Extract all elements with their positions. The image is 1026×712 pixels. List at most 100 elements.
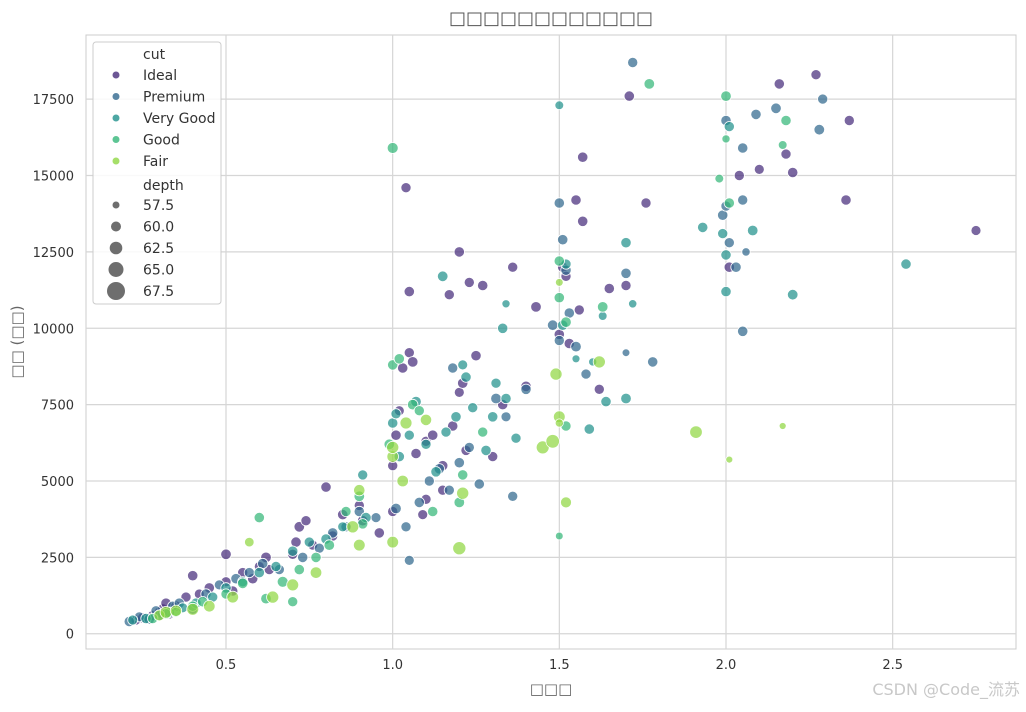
data-point — [554, 278, 564, 287]
data-point — [689, 425, 703, 439]
data-point — [413, 405, 425, 417]
legend-size-marker — [111, 221, 121, 232]
data-point — [547, 319, 559, 331]
chart-title: □□□□□□□□□□□□ — [449, 8, 653, 29]
data-point — [293, 563, 305, 576]
data-point — [443, 484, 455, 496]
data-point — [487, 411, 499, 423]
data-point — [313, 542, 325, 554]
data-point — [507, 490, 519, 502]
data-point — [253, 566, 265, 579]
y-tick-label: 15000 — [33, 170, 74, 185]
legend-hue-label: Good — [143, 133, 180, 149]
data-point — [386, 142, 399, 154]
y-tick-label: 10000 — [33, 322, 74, 337]
data-point — [390, 408, 402, 420]
data-point — [725, 455, 734, 464]
data-point — [226, 590, 240, 604]
data-point — [407, 356, 419, 368]
data-point — [417, 509, 429, 520]
data-point — [427, 429, 439, 441]
data-point — [303, 536, 315, 548]
data-point — [730, 261, 742, 273]
y-tick-label: 7500 — [41, 399, 74, 414]
data-point — [697, 221, 709, 233]
legend-hue-label: Very Good — [143, 111, 215, 127]
data-point — [220, 548, 232, 561]
data-point — [400, 182, 412, 194]
data-point — [453, 386, 465, 398]
data-point — [510, 432, 522, 444]
data-point — [287, 545, 299, 557]
data-point — [353, 484, 366, 497]
data-point — [787, 166, 799, 179]
data-point — [628, 299, 638, 309]
data-point — [270, 561, 282, 573]
data-point — [399, 416, 413, 430]
data-point — [403, 555, 415, 566]
data-point — [457, 469, 469, 481]
data-point — [413, 496, 425, 508]
x-tick-label: 0.5 — [216, 658, 237, 673]
watermark-text: CSDN @Code_流苏 — [872, 680, 1020, 699]
data-point — [187, 570, 199, 582]
legend-size-label: 65.0 — [143, 263, 174, 279]
data-point — [463, 276, 475, 288]
data-point — [500, 392, 512, 405]
data-point — [403, 429, 415, 441]
data-point — [286, 578, 300, 592]
data-point — [620, 267, 632, 279]
data-point — [549, 367, 563, 381]
data-point — [723, 197, 735, 209]
x-tick-label: 1.0 — [382, 658, 403, 673]
data-point — [410, 447, 422, 460]
data-point — [840, 194, 852, 206]
data-point — [390, 502, 402, 515]
data-point — [457, 359, 469, 371]
data-point — [440, 426, 452, 438]
data-point — [403, 285, 415, 298]
data-point — [554, 100, 565, 111]
data-point — [843, 115, 855, 127]
data-point — [741, 247, 751, 257]
data-point — [373, 527, 385, 539]
data-point — [236, 577, 249, 590]
data-point — [780, 114, 792, 127]
data-point — [169, 604, 183, 617]
legend-marker — [112, 71, 120, 79]
data-point — [346, 520, 360, 534]
legend-hue-label: Ideal — [143, 68, 177, 84]
data-point — [720, 90, 732, 102]
data-point — [573, 304, 585, 316]
data-point — [390, 429, 402, 441]
data-point — [780, 148, 792, 160]
data-point — [253, 511, 265, 524]
data-point — [621, 348, 631, 358]
legend-marker — [112, 114, 120, 122]
data-point — [310, 551, 322, 564]
data-point — [453, 246, 465, 258]
data-point — [721, 134, 731, 144]
data-point — [287, 596, 299, 608]
legend-size-marker — [112, 201, 120, 209]
data-point — [737, 325, 749, 337]
data-point — [753, 163, 765, 175]
series-ideal — [130, 69, 982, 626]
data-point — [623, 90, 635, 102]
data-point — [714, 173, 725, 184]
data-point — [747, 224, 759, 237]
data-point — [480, 444, 492, 456]
data-point — [520, 383, 532, 395]
data-point — [490, 377, 502, 389]
data-point — [720, 285, 732, 298]
data-point — [473, 478, 485, 490]
data-point — [387, 417, 399, 429]
data-point — [500, 411, 512, 423]
y-axis-label: □□ (□□) — [8, 305, 26, 378]
data-point — [337, 521, 349, 533]
data-point — [243, 567, 255, 579]
data-point — [450, 411, 462, 423]
data-point — [447, 362, 459, 374]
